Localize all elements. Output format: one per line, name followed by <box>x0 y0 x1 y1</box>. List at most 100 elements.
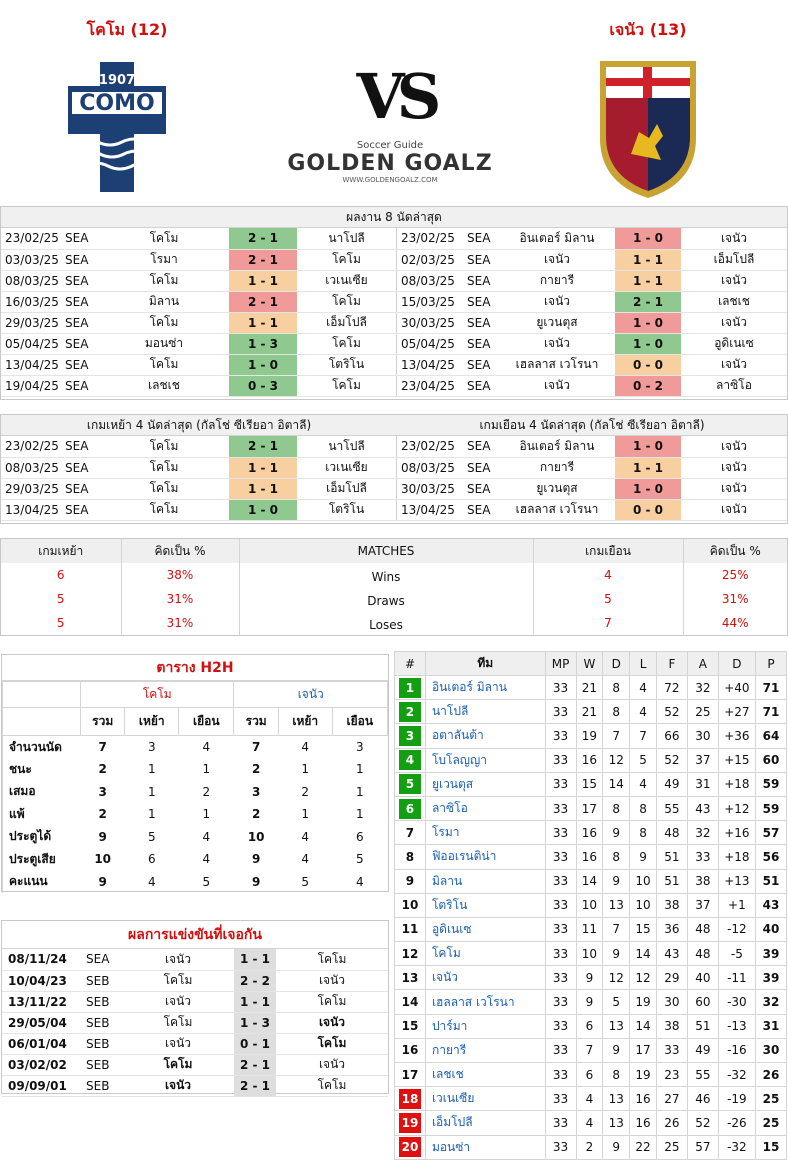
standings-value: 14 <box>629 941 657 967</box>
match-date: 13/04/25 <box>397 499 463 521</box>
como-year: 1907 <box>99 73 135 88</box>
standings-value: 25 <box>655 1134 688 1160</box>
match-home-team: เจนัว <box>499 333 615 355</box>
standings-value: 2 <box>575 1134 604 1160</box>
standings-rank-badge: 15 <box>401 1019 419 1034</box>
last8-home-row: 16/03/25 SEA มิลาน 2 - 1 โคโม <box>1 291 397 313</box>
meetings-panel: ผลการแข่งขันที่เจอกัน 08/11/24 SEA เจนัว 1 … <box>1 920 389 1097</box>
match-home-team: เฮลลาส เวโรนา <box>499 499 615 521</box>
standings-value: 15 <box>575 771 604 797</box>
standings-value: 66 <box>655 723 688 749</box>
standings-rank-badge: 19 <box>398 1112 421 1133</box>
standings-value: 43 <box>686 795 719 822</box>
meeting-row: 09/09/01 SEB เจนัว 2 - 1 โคโม <box>2 1075 388 1097</box>
standings-value: 33 <box>544 820 577 846</box>
meeting-away: โคโม <box>276 1075 388 1097</box>
match-score: 1 - 0 <box>615 312 681 334</box>
standings-team: มอนซ่า <box>424 1134 546 1160</box>
meeting-score: 1 - 3 <box>234 1012 276 1034</box>
h2h-stat-label: ประตูได้ <box>2 825 81 848</box>
standings-value: -19 <box>717 1086 756 1112</box>
match-score: 1 - 1 <box>615 270 681 292</box>
standings-value: 51 <box>655 844 688 870</box>
meeting-score: 2 - 1 <box>234 1075 276 1097</box>
standings-value: 14 <box>629 1013 657 1039</box>
match-away-team: เวเนเซีย <box>297 457 397 479</box>
standings-header: ทีม <box>424 651 546 676</box>
standings-row: 13 เจนัว 33 9 12 12 29 40 -11 39 <box>394 965 788 991</box>
standings-rank-badge: 18 <box>398 1088 421 1109</box>
standings-value: 22 <box>629 1134 657 1160</box>
h2h-stat-value: 9 <box>98 874 107 889</box>
standings-value: 17 <box>575 795 604 822</box>
meeting-league: SEB <box>82 1054 122 1076</box>
standings-team: โรมา <box>424 820 546 846</box>
standings-value: 33 <box>655 1037 688 1064</box>
match-away-team: ลาซิโอ <box>681 375 787 397</box>
standings-rank: 9 <box>394 868 426 894</box>
last8-home-table: 23/02/25 SEA โคโม 2 - 1 นาโปลี 03/03/25 SEA โรม… <box>1 228 397 397</box>
h2h-subheader: เยือน <box>331 707 389 736</box>
standings-rank: 20 <box>394 1134 426 1160</box>
standings-rank-badge: 8 <box>405 849 415 864</box>
match-date: 23/02/25 <box>397 228 463 250</box>
standings-rank-badge: 17 <box>401 1067 419 1082</box>
standings-value: 52 <box>686 1110 719 1136</box>
summary-h-away: เกมเยือน <box>533 539 684 563</box>
standings-team: กายารี <box>424 1037 546 1064</box>
meeting-score: 2 - 1 <box>234 1054 276 1076</box>
match-league: SEA <box>61 436 99 458</box>
standings-rank: 19 <box>394 1110 426 1136</box>
match-date: 15/03/25 <box>397 291 463 313</box>
standings-value: 33 <box>544 892 577 918</box>
last8-home-row: 29/03/25 SEA โคโม 1 - 1 เอ็มโปลี <box>1 312 397 334</box>
h2h-stat-value: 6 <box>356 829 364 844</box>
match-league: SEA <box>463 249 499 271</box>
standings-header: D <box>602 651 631 676</box>
standings-rank-badge: 10 <box>401 898 419 913</box>
match-league: SEA <box>463 291 499 313</box>
match-home-team: โคโม <box>99 312 229 334</box>
standings-value: 9 <box>602 820 631 846</box>
standings-value: 33 <box>544 771 577 797</box>
standings-team: เฮลลาส เวโรนา <box>424 989 546 1015</box>
h2h-row: ประตูได้ 9 5 4 10 4 6 <box>2 825 388 848</box>
standings-value: 9 <box>575 965 604 991</box>
standings-value: 10 <box>629 868 657 894</box>
standings-rank: 4 <box>394 747 426 773</box>
last4-away-row: 30/03/25 SEA ยูเวนตุส 1 - 0 เจนัว <box>397 478 787 500</box>
standings-value: 15 <box>754 1134 788 1160</box>
standings-rank: 10 <box>394 892 426 918</box>
match-score: 1 - 0 <box>615 436 681 458</box>
standings-rank-badge: 7 <box>405 825 415 840</box>
match-date: 05/04/25 <box>397 333 463 355</box>
match-home-team: อินเตอร์ มิลาน <box>499 228 615 250</box>
match-away-team: เจนัว <box>681 499 787 521</box>
meeting-league: SEB <box>82 1075 122 1097</box>
h2h-stat-value: 1 <box>356 762 364 777</box>
standings-value: 26 <box>655 1110 688 1136</box>
meeting-date: 03/02/02 <box>2 1054 82 1076</box>
standings-value: 16 <box>575 844 604 870</box>
match-date: 23/04/25 <box>397 375 463 397</box>
standings-value: -5 <box>717 941 756 967</box>
standings-value: 48 <box>655 820 688 846</box>
meeting-score: 1 - 1 <box>234 991 276 1013</box>
standings-value: 33 <box>544 1086 577 1112</box>
h2h-stat-value: 4 <box>301 852 310 867</box>
match-away-team: เอ็มโปลี <box>297 312 397 334</box>
match-away-team: เจนัว <box>681 270 787 292</box>
match-date: 13/04/25 <box>397 354 463 376</box>
h2h-stat-value: 6 <box>147 852 156 867</box>
h2h-stat-value: 5 <box>202 874 211 889</box>
standings-rank: 18 <box>394 1086 426 1112</box>
standings-value: +40 <box>717 674 756 701</box>
match-score: 1 - 0 <box>615 478 681 500</box>
standings-rank: 5 <box>394 771 426 797</box>
standings-value: 4 <box>629 674 657 701</box>
standings-rank: 14 <box>394 989 426 1015</box>
standings-value: 52 <box>655 699 688 725</box>
summary-label: Wins <box>239 563 534 587</box>
standings-row: 12 โคโม 33 10 9 14 43 48 -5 39 <box>394 941 788 967</box>
match-away-team: โคโม <box>297 333 397 355</box>
